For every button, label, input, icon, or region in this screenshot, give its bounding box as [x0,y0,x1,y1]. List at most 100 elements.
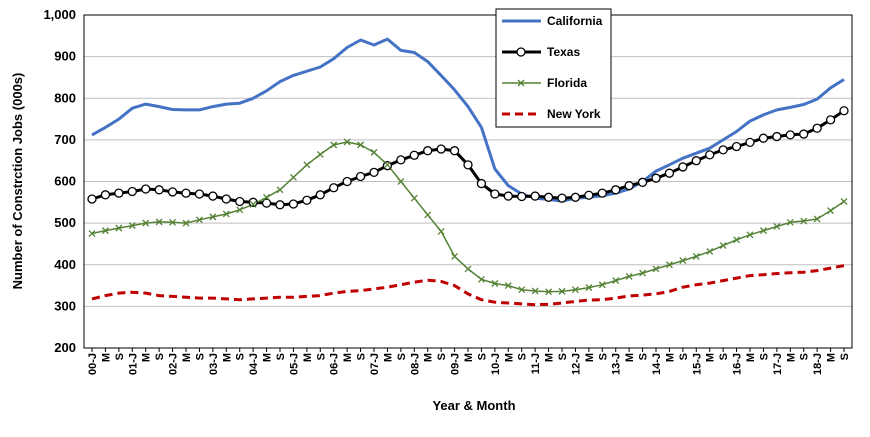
x-tick-label: 00-J [87,353,99,375]
texas-point [597,188,607,198]
x-tick-label: S [799,353,811,360]
x-tick-label: 10-J [490,353,502,375]
florida-point [330,141,338,149]
x-tick-label: 02-J [168,353,180,375]
x-tick-label: S [235,353,247,360]
texas-point [678,162,688,172]
california-line [91,37,845,203]
florida-point [424,211,432,219]
texas-point [436,144,446,154]
x-tick-label: 13-J [611,353,623,375]
florida-point [545,288,553,296]
texas-point [637,177,648,187]
florida-point [249,200,257,208]
florida-point [169,218,177,226]
florida-point [303,161,311,169]
x-tick-label: M [664,353,676,362]
y-tick-label: 700 [54,132,76,147]
florida-point [209,213,217,221]
x-tick-label: M [745,353,757,362]
texas-point [584,190,594,200]
florida-point [759,227,767,235]
texas-point [127,186,137,197]
x-tick-label: M [624,353,636,362]
florida-point [773,222,781,230]
legend-label-texas: Texas [547,45,580,59]
florida-point [665,261,673,269]
x-tick-label: 15-J [691,353,703,375]
texas-point [396,155,406,165]
texas-point [355,171,366,182]
x-tick-label: 11-J [530,353,542,374]
texas-point [691,156,701,166]
x-tick-label: 16-J [732,353,744,375]
x-tick-label: S [597,353,609,360]
texas-point [664,168,675,178]
y-tick-label: 400 [54,257,76,272]
x-tick-label: M [382,353,394,362]
florida-point [746,231,754,239]
florida-point [451,252,459,260]
y-tick-label: 500 [54,215,76,230]
texas-point [87,194,97,204]
florida-point [639,269,647,277]
x-tick-label: 17-J [772,353,784,375]
florida-point [142,219,150,227]
florida-point [491,280,499,287]
florida-point [571,286,579,294]
texas-point [557,193,567,203]
y-tick-label: 800 [54,90,76,105]
florida-point [679,257,687,265]
x-tick-label: M [221,353,233,362]
florida-point [558,287,566,295]
florida-point [652,265,660,273]
texas-point [839,106,849,116]
x-tick-label: M [544,353,556,362]
new-york-line [91,264,845,307]
texas-point [570,192,581,202]
x-tick-label: M [503,353,515,362]
x-tick-label: S [517,353,529,360]
texas-point [261,198,272,208]
texas-point [530,191,540,201]
legend-label-california: California [547,14,603,28]
x-tick-label: S [114,353,126,360]
texas-point [503,191,513,201]
texas-point [745,137,755,148]
florida-point [786,218,794,226]
x-tick-label: 04-J [248,353,260,375]
x-tick-label: M [705,353,717,362]
y-tick-label: 900 [54,49,76,64]
texas-point [181,188,191,198]
y-tick-label: 200 [54,340,76,355]
texas-point [221,194,231,204]
texas-point [705,150,715,160]
x-tick-label: M [262,353,274,362]
y-axis-tick-labels: 200 300 400 500 600 700 800 900 1,000 [43,7,76,355]
x-tick-label: M [342,353,354,362]
florida-point [236,206,244,214]
texas-point [449,146,460,156]
x-tick-label: 01-J [127,353,139,375]
florida-point [800,217,808,225]
florida-point [733,236,741,244]
florida-point [263,193,271,201]
texas-point [812,123,822,133]
texas-point [167,187,178,197]
x-tick-label: 06-J [329,353,341,375]
texas-point [785,130,795,140]
florida-point [813,215,821,223]
texas-point [772,131,782,142]
x-tick-label: S [275,353,287,360]
florida-point [585,284,593,292]
texas-point [141,184,151,194]
texas-point [463,160,473,170]
x-tick-label: 18-J [812,353,824,375]
x-tick-label: 08-J [409,353,421,375]
legend-label-florida: Florida [547,76,587,90]
florida-point [343,138,351,146]
texas-point [194,189,205,199]
texas-point [100,190,111,200]
texas-point [543,192,554,202]
